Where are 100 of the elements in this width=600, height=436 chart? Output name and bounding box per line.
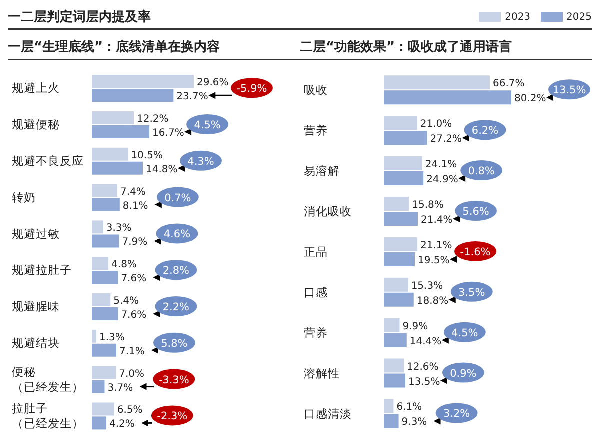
- data-label: 10.5%: [131, 150, 163, 162]
- annotation: 4.6%: [164, 228, 191, 241]
- bar: [92, 125, 150, 138]
- bar: [384, 399, 394, 414]
- y-tick-label: 口感清淡: [304, 406, 352, 421]
- data-label: 19.5%: [418, 255, 450, 266]
- bar: [92, 220, 104, 234]
- annotation: -2.3%: [157, 410, 188, 423]
- text: 13.5%: [552, 84, 586, 97]
- data-label: 7.1%: [119, 346, 145, 358]
- y-tick-label: 规避结块: [12, 336, 60, 350]
- bar: [384, 237, 418, 252]
- data-label: 14.4%: [410, 336, 442, 348]
- bar: [92, 89, 174, 102]
- data-label: 7.6%: [121, 310, 147, 321]
- annotation: 0.7%: [164, 192, 192, 204]
- y-tick-label: 转奶: [12, 190, 36, 204]
- bar: [92, 184, 118, 198]
- data-label: 80.2%: [514, 94, 546, 105]
- y-tick-label: 营养: [304, 326, 328, 340]
- y-tick-label: 拉肚子（已经发生）: [12, 401, 84, 430]
- bar: [92, 257, 109, 270]
- chart-title: 一二层判定词层内提及率: [8, 8, 151, 26]
- data-label: 7.0%: [119, 368, 145, 380]
- bar: [384, 278, 408, 292]
- annotation: 2.8%: [162, 265, 190, 278]
- y-tick-label: 正品: [304, 245, 328, 259]
- data-label: 13.5%: [408, 376, 440, 388]
- data-label: 21.4%: [421, 214, 453, 226]
- bar: [384, 172, 424, 186]
- data-label: 24.1%: [425, 160, 458, 171]
- data-label: 15.3%: [411, 280, 444, 292]
- data-label: 6.1%: [396, 402, 422, 414]
- data-label: 12.6%: [407, 362, 439, 373]
- data-label: 6.5%: [117, 405, 143, 416]
- data-label: 29.6%: [197, 78, 229, 89]
- bar: [92, 75, 194, 88]
- bar: [92, 307, 118, 320]
- text: 4.5%: [194, 119, 221, 132]
- y-tick-label: 规避过敏: [12, 226, 60, 241]
- y-tick-label: 易溶解: [304, 164, 340, 178]
- data-label: 3.7%: [108, 382, 134, 394]
- bar: [384, 196, 410, 211]
- annotation: 2.2%: [162, 301, 190, 314]
- bar: [384, 90, 512, 105]
- bar: [92, 271, 118, 284]
- bar: [384, 414, 399, 428]
- data-label: 9.9%: [402, 321, 428, 332]
- y-tick-label: 规避便秘: [12, 118, 60, 132]
- bar: [92, 162, 143, 175]
- bar: [384, 292, 414, 307]
- chart-subtitle: 二层“功能效果”：吸收成了通用语言: [300, 36, 592, 60]
- data-label: 9.3%: [402, 417, 428, 428]
- annotation: 0.8%: [468, 166, 495, 178]
- y-tick-label: 规避腥味: [12, 300, 60, 314]
- bar: [384, 131, 428, 146]
- bar: [384, 156, 422, 171]
- y-tick-label: 营养: [304, 124, 328, 138]
- data-label: 1.3%: [99, 332, 125, 344]
- bar: [384, 76, 490, 90]
- data-label: 66.7%: [493, 78, 525, 90]
- bar: [92, 366, 116, 380]
- bar: [384, 252, 415, 266]
- y-tick-label: 便秘（已经发生）: [12, 364, 84, 394]
- data-label: 7.6%: [121, 274, 147, 285]
- data-label: 5.4%: [114, 296, 140, 307]
- y-tick-label: 溶解性: [304, 366, 340, 380]
- annotation: 3.2%: [443, 408, 470, 420]
- bar: [92, 293, 111, 306]
- data-label: 12.2%: [137, 114, 169, 125]
- bar: [92, 330, 96, 343]
- data-label: 15.8%: [412, 200, 444, 211]
- bar: [384, 358, 404, 373]
- annotation: 4.5%: [452, 327, 478, 340]
- data-label: 4.2%: [109, 419, 135, 430]
- data-label: 21.0%: [420, 119, 452, 130]
- data-label: 7.9%: [122, 237, 148, 248]
- annotation: 6.2%: [472, 125, 499, 138]
- bar: [92, 344, 116, 357]
- annotation: 4.3%: [188, 156, 214, 168]
- y-tick-label: 规避拉肚子: [12, 263, 72, 278]
- bar: [384, 333, 407, 348]
- annotation: -1.6%: [460, 246, 491, 258]
- data-label: 21.1%: [420, 240, 452, 252]
- bar: [92, 234, 120, 248]
- data-label: 24.9%: [426, 174, 458, 186]
- y-tick-label: 消化吸收: [304, 204, 352, 219]
- annotation: 5.8%: [161, 338, 188, 350]
- text: -5.9%: [236, 83, 268, 96]
- bar: [92, 148, 128, 161]
- bar: [384, 116, 418, 130]
- legend-label: 2023: [505, 12, 531, 22]
- bar: [92, 198, 120, 212]
- data-label: 16.7%: [152, 128, 184, 139]
- annotation: 3.5%: [458, 286, 486, 299]
- bar: [92, 416, 106, 430]
- bar: [384, 212, 418, 226]
- bar: [92, 380, 105, 394]
- y-tick-label: 规避不良反应: [12, 154, 84, 168]
- annotation: 5.6%: [462, 206, 490, 218]
